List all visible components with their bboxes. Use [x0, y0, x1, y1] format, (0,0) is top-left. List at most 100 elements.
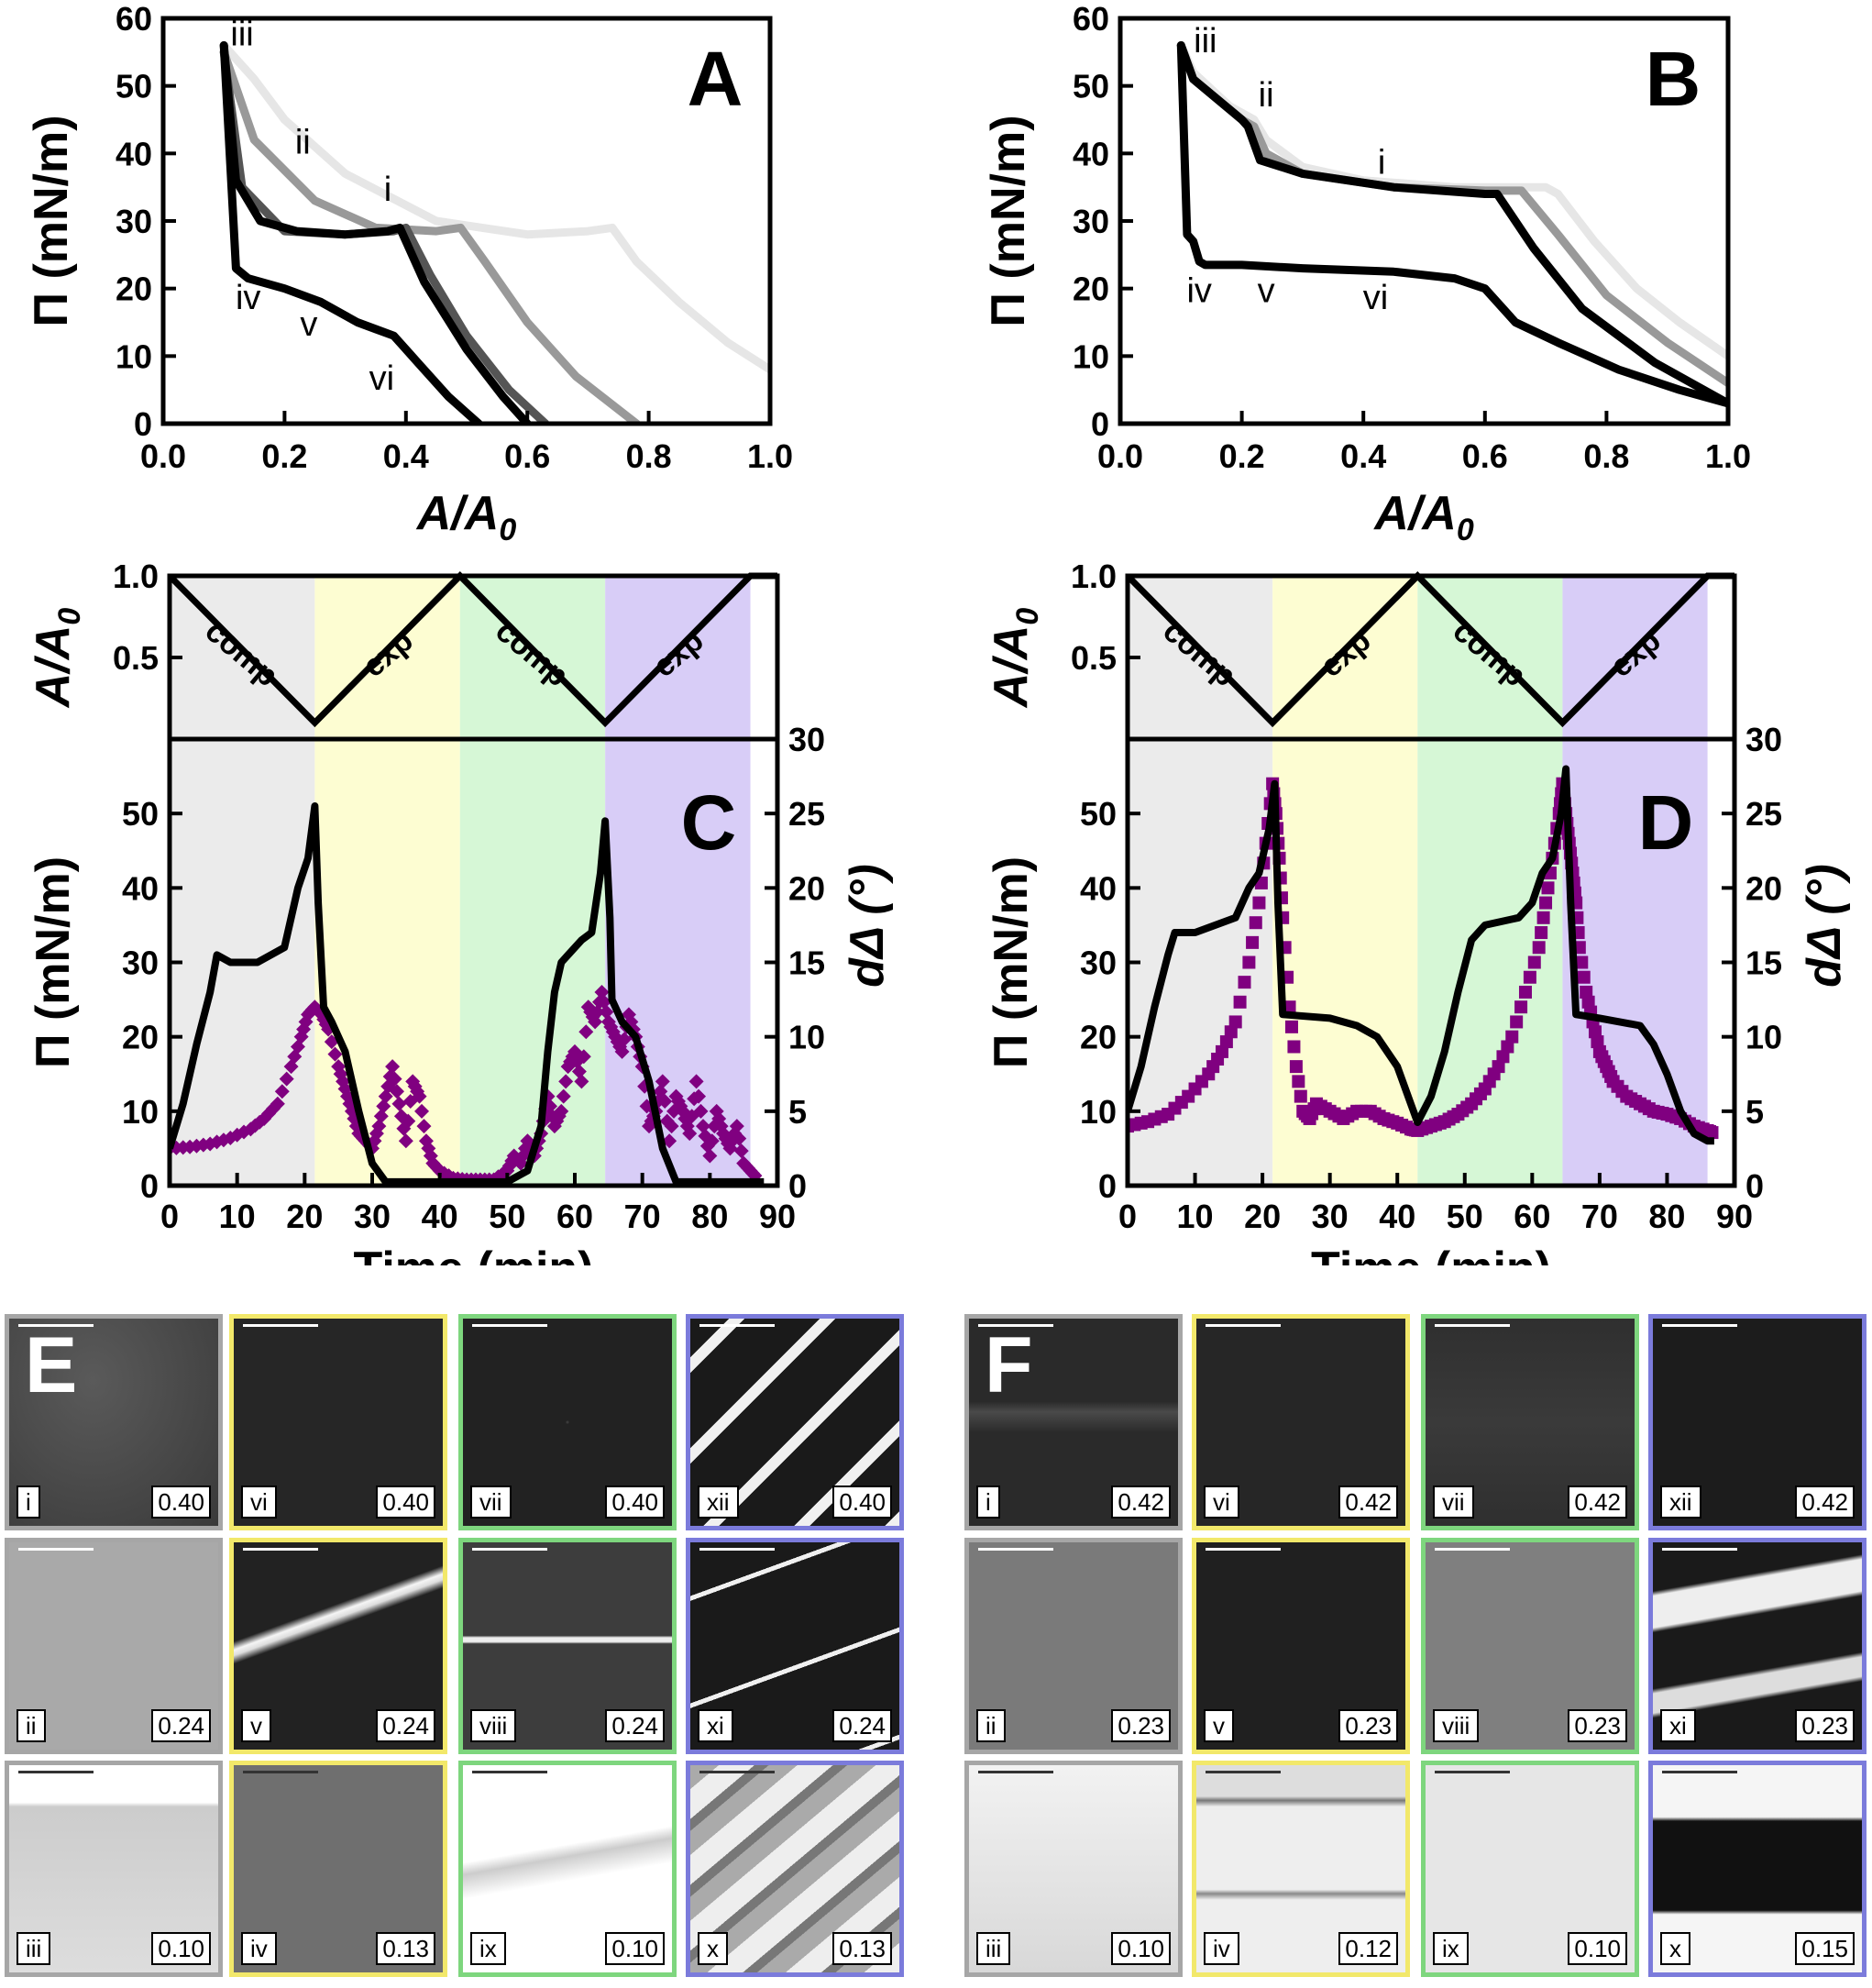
y-right-axis-label: dΔ (°) — [841, 864, 894, 988]
isotherm-line-2 — [219, 48, 641, 424]
y-tick-label: 50 — [122, 795, 159, 833]
scale-bar — [699, 1324, 775, 1327]
scale-bar — [699, 1548, 775, 1551]
ddelta-point — [1514, 1000, 1528, 1014]
ddelta-point — [596, 994, 611, 1010]
ddelta-point — [1233, 995, 1247, 1009]
ddelta-point — [588, 1014, 603, 1030]
ddelta-point — [390, 1084, 405, 1099]
micrograph-e-ii: ii 0.24 — [5, 1538, 223, 1754]
y-tick-label: 50 — [1073, 68, 1109, 105]
curve-annotation: iv — [1186, 271, 1211, 310]
ddelta-point — [412, 1088, 427, 1104]
x-tick-label: 0 — [160, 1198, 179, 1235]
ddelta-point — [1539, 896, 1553, 910]
x-tick-label: 20 — [1244, 1198, 1281, 1235]
area-y-tick-label: 1.0 — [1071, 558, 1117, 595]
ddelta-point — [327, 1046, 343, 1062]
y-tick-label: 40 — [122, 869, 159, 907]
ddelta-point — [599, 1004, 614, 1020]
x-tick-label: 90 — [759, 1198, 796, 1235]
ddelta-point — [1505, 1030, 1519, 1044]
ddelta-point — [682, 1126, 698, 1142]
ddelta-point — [387, 1071, 402, 1087]
x-tick-label: 0.2 — [261, 437, 307, 475]
micrograph-e-viii: viii 0.24 — [458, 1538, 677, 1754]
area-y-tick-label: 0.5 — [1071, 639, 1117, 677]
curve-annotation: ii — [295, 123, 311, 161]
y-right-tick-label: 5 — [1745, 1093, 1764, 1131]
ddelta-point — [1492, 1060, 1505, 1074]
ddelta-point — [1215, 1044, 1228, 1058]
x-tick-label: 60 — [556, 1198, 593, 1235]
micrograph-label: vii — [470, 1485, 512, 1519]
phase-background-exp — [1562, 576, 1708, 1186]
micrograph-label: ii — [17, 1709, 46, 1742]
micrograph-f-x: x 0.15 — [1648, 1761, 1866, 1977]
isotherm-line-4 — [219, 41, 532, 424]
scale-bar — [472, 1771, 547, 1773]
ddelta-point — [589, 1004, 605, 1020]
area-y-axis-label-subscript: 0 — [1010, 608, 1045, 625]
micrograph-f-v: v 0.23 — [1192, 1538, 1410, 1754]
ddelta-point — [1287, 1040, 1301, 1054]
x-tick-label: 0.4 — [1340, 437, 1386, 475]
micrograph-label: iii — [17, 1932, 51, 1965]
y-tick-label: 10 — [1080, 1093, 1117, 1131]
micrograph-label: ix — [1433, 1932, 1469, 1965]
y-tick-label: 40 — [1080, 869, 1117, 907]
micrograph-e-xi: xi 0.24 — [686, 1538, 904, 1754]
x-tick-label: 60 — [1514, 1198, 1550, 1235]
micrograph-f-ii: ii 0.23 — [964, 1538, 1183, 1754]
scale-bar — [1662, 1771, 1737, 1773]
ddelta-point — [1535, 926, 1548, 940]
x-axis-label-subscript: 0 — [1457, 513, 1474, 547]
curve-annotation: iv — [236, 279, 260, 317]
micrograph-f-vii: vii 0.42 — [1421, 1314, 1639, 1530]
micrograph-area-value: 0.23 — [1338, 1709, 1398, 1742]
ddelta-point — [1510, 1015, 1524, 1029]
micrograph-f-xii: xii 0.42 — [1648, 1314, 1866, 1530]
ddelta-point — [1496, 1050, 1510, 1064]
curve-annotation: iii — [230, 15, 253, 53]
curve-annotation: ii — [1259, 76, 1274, 115]
y-tick-label: 50 — [1080, 795, 1117, 833]
micrograph-area-value: 0.10 — [1111, 1932, 1171, 1965]
y-right-tick-label: 30 — [788, 721, 825, 758]
ddelta-point — [416, 1119, 432, 1134]
y-axis-label: Π (mN/m) — [985, 856, 1038, 1068]
micrograph-label: i — [17, 1485, 40, 1519]
ddelta-point — [376, 1099, 391, 1114]
scale-bar — [1435, 1548, 1510, 1551]
y-right-tick-label: 20 — [788, 869, 825, 907]
ddelta-point — [554, 1103, 569, 1119]
y-right-tick-label: 30 — [1745, 721, 1782, 758]
ddelta-point — [378, 1088, 393, 1104]
micrograph-label: xii — [698, 1485, 739, 1519]
x-tick-label: 0.8 — [1583, 437, 1629, 475]
ddelta-point — [1284, 1020, 1298, 1033]
y-right-tick-label: 20 — [1745, 869, 1782, 907]
y-tick-label: 0 — [134, 405, 152, 443]
x-tick-label: 30 — [1312, 1198, 1349, 1235]
micrograph-label: iii — [976, 1932, 1011, 1965]
ddelta-point — [704, 1133, 720, 1149]
micrograph-e-v: v 0.24 — [229, 1538, 447, 1754]
x-tick-label: 80 — [1648, 1198, 1685, 1235]
scale-bar — [243, 1548, 318, 1551]
scale-bar — [1206, 1548, 1281, 1551]
ddelta-point — [1283, 1000, 1296, 1014]
ddelta-point — [558, 1074, 574, 1089]
x-axis-label-subscript: 0 — [499, 513, 516, 547]
micrograph-area-value: 0.23 — [1795, 1709, 1855, 1742]
x-tick-label: 10 — [219, 1198, 256, 1235]
micrograph-area-value: 0.13 — [832, 1932, 892, 1965]
x-tick-label: 1.0 — [747, 437, 793, 475]
ddelta-point — [1591, 1035, 1604, 1049]
ddelta-point — [1523, 970, 1536, 984]
ddelta-point — [1575, 955, 1589, 969]
micrograph-label: iv — [241, 1932, 277, 1965]
y-axis-label: Π (mN/m) — [27, 856, 80, 1068]
micrograph-area-value: 0.40 — [376, 1485, 435, 1519]
micrograph-area-value: 0.10 — [1568, 1932, 1627, 1965]
